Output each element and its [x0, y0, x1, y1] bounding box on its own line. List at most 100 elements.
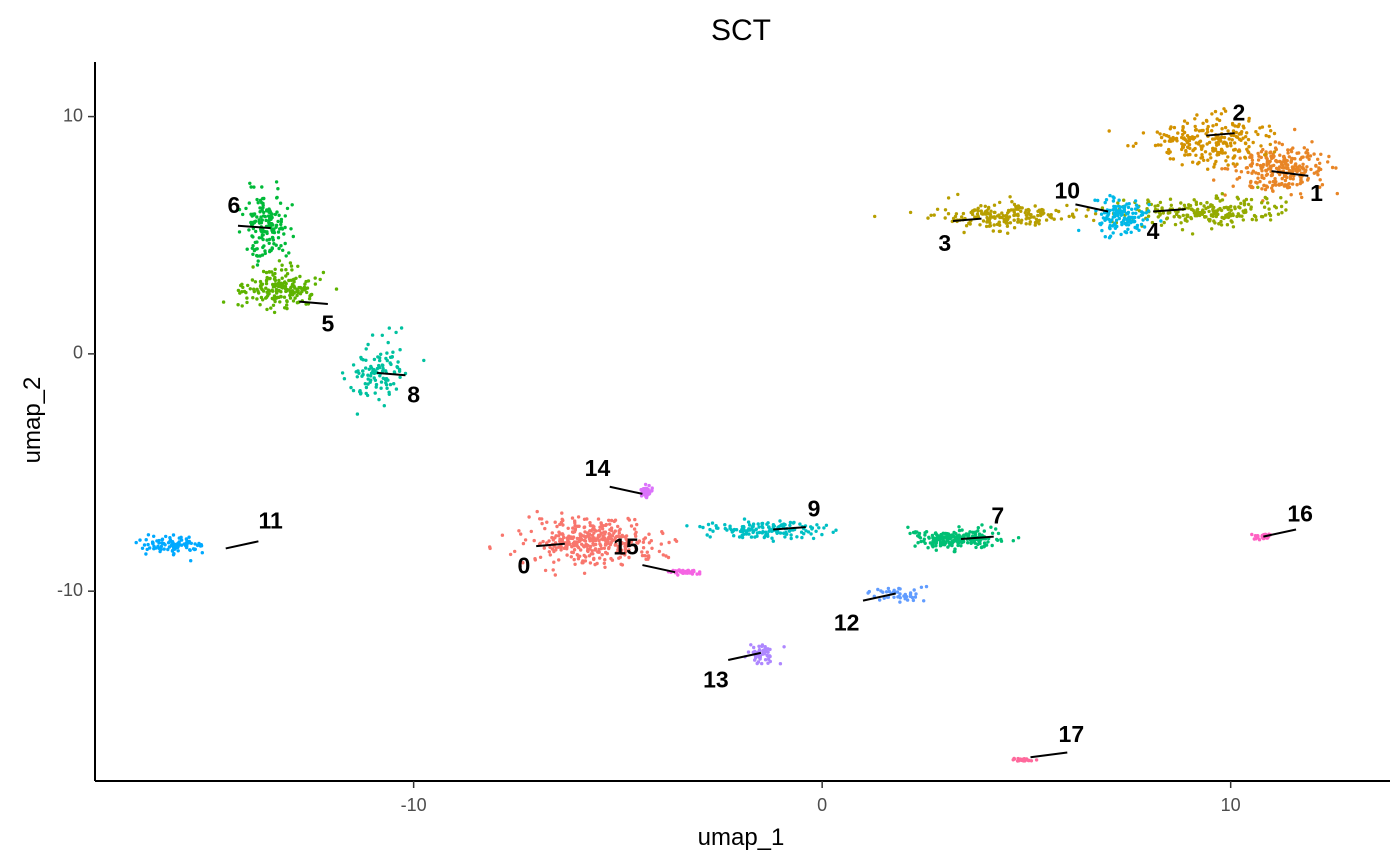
point	[184, 545, 189, 550]
point	[566, 526, 570, 530]
point	[756, 660, 761, 664]
point	[379, 352, 383, 356]
point	[1201, 128, 1205, 133]
point	[1236, 149, 1241, 153]
point	[1186, 145, 1190, 149]
cluster-3-label-line	[952, 217, 982, 222]
cluster-7-points	[906, 523, 1021, 554]
point	[608, 522, 612, 526]
point	[378, 374, 382, 378]
point	[271, 303, 276, 307]
cluster-3-label: 3	[938, 230, 951, 256]
cluster-15-label: 15	[613, 534, 639, 560]
point	[1046, 213, 1051, 217]
point	[550, 535, 554, 540]
point	[600, 524, 604, 528]
point	[188, 548, 192, 552]
point	[259, 286, 263, 290]
point	[708, 527, 712, 532]
point	[1100, 206, 1105, 210]
point	[571, 526, 575, 530]
point	[1241, 124, 1246, 128]
point	[1212, 137, 1217, 141]
point	[1260, 187, 1264, 191]
cluster-2-label: 2	[1232, 99, 1245, 125]
point	[593, 562, 597, 567]
point	[926, 216, 930, 220]
point	[1233, 141, 1237, 145]
point	[545, 520, 549, 524]
point	[1259, 144, 1263, 148]
point	[1271, 183, 1275, 188]
point	[1227, 206, 1231, 210]
point	[649, 489, 654, 493]
point	[1305, 148, 1310, 152]
point	[597, 528, 602, 533]
point	[646, 492, 651, 496]
point	[783, 523, 787, 527]
point	[934, 531, 938, 535]
point	[145, 547, 149, 552]
point	[488, 545, 492, 549]
point	[277, 213, 281, 217]
point	[1318, 178, 1322, 182]
point	[1316, 173, 1320, 177]
point	[265, 295, 269, 299]
point	[988, 221, 992, 225]
point	[917, 535, 921, 539]
point	[732, 527, 737, 532]
point	[1004, 213, 1008, 218]
point	[1029, 215, 1034, 219]
point	[620, 548, 624, 552]
point	[666, 555, 671, 560]
point	[1223, 125, 1228, 130]
point	[1168, 197, 1173, 201]
point	[756, 522, 760, 526]
point	[1203, 214, 1207, 219]
point	[989, 525, 993, 529]
point	[1119, 213, 1123, 217]
point	[251, 252, 255, 256]
point	[771, 539, 775, 543]
point	[1249, 197, 1254, 202]
point	[1243, 141, 1248, 145]
point	[1242, 203, 1247, 207]
cluster-16-label: 16	[1287, 500, 1313, 526]
point	[538, 555, 543, 559]
point	[762, 535, 766, 540]
cluster-6-label: 6	[227, 192, 240, 218]
cluster-9-points	[685, 517, 838, 543]
point	[285, 303, 289, 307]
point	[176, 541, 180, 546]
point	[1286, 186, 1290, 190]
point	[947, 534, 951, 539]
point	[639, 488, 643, 492]
point	[1270, 156, 1274, 161]
point	[616, 538, 621, 543]
point	[979, 204, 983, 208]
point	[916, 541, 920, 545]
point	[973, 215, 977, 219]
point	[151, 542, 155, 546]
point	[290, 282, 295, 286]
point	[1092, 218, 1096, 223]
point	[623, 553, 627, 557]
point	[1298, 157, 1303, 161]
point	[552, 560, 556, 564]
point	[374, 382, 379, 387]
point	[750, 525, 754, 530]
point	[924, 530, 929, 534]
point	[1024, 208, 1028, 212]
point	[1280, 166, 1285, 170]
point	[1133, 219, 1137, 224]
point	[1257, 538, 1262, 542]
point	[575, 536, 579, 541]
point	[943, 216, 947, 220]
point	[1206, 205, 1211, 209]
point	[1193, 124, 1197, 129]
point	[569, 555, 573, 559]
point	[1210, 129, 1214, 133]
point	[992, 223, 996, 227]
point	[1052, 217, 1056, 221]
